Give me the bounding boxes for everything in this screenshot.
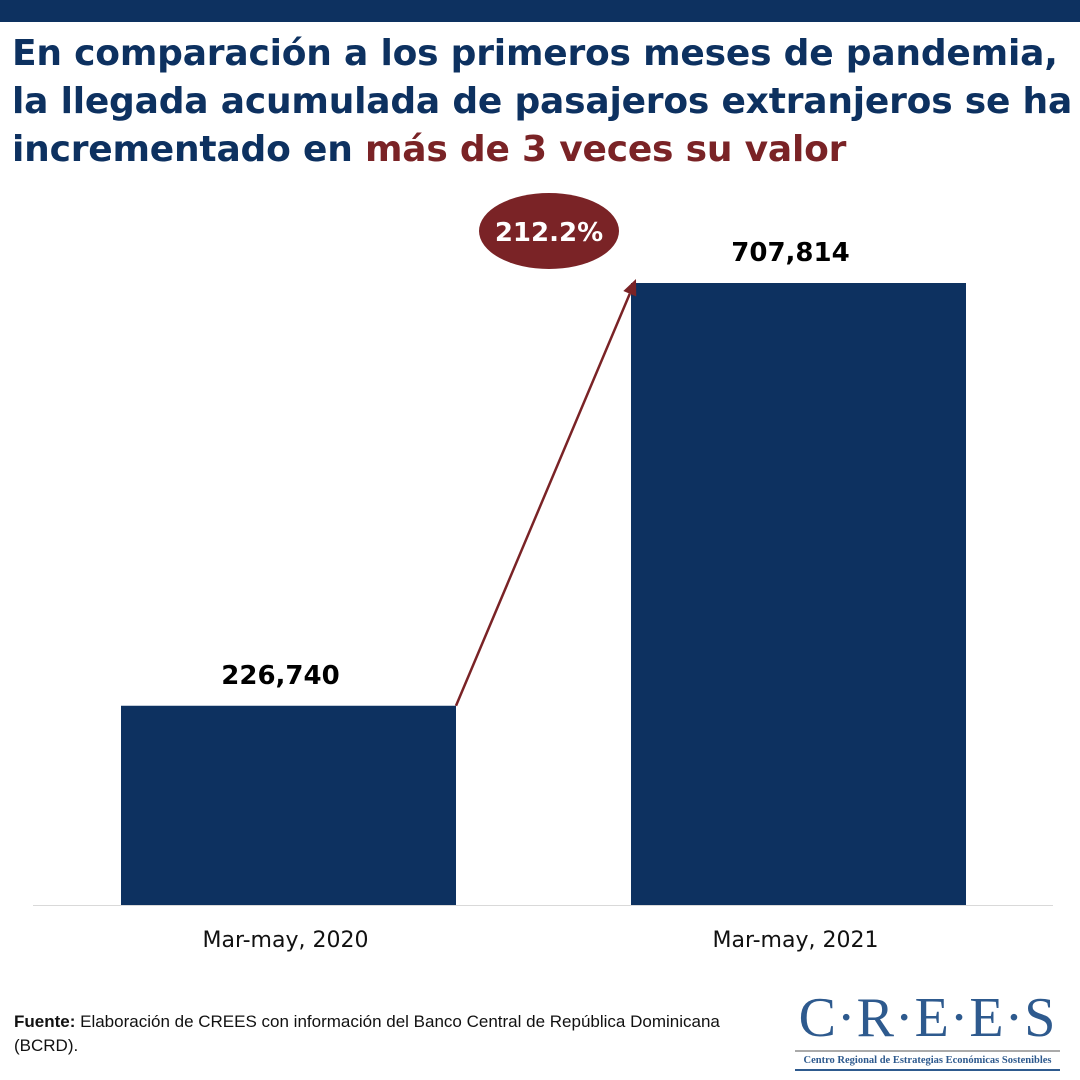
crees-logo: C·R·E·E·S Centro Regional de Estrategias… bbox=[795, 988, 1060, 1071]
logo-subtitle: Centro Regional de Estrategias Económica… bbox=[803, 1055, 1052, 1066]
category-label: Mar-may, 2021 bbox=[713, 928, 879, 953]
growth-arrow bbox=[454, 293, 631, 707]
data-label: 226,740 bbox=[221, 661, 339, 691]
logo-wordmark: C·R·E·E·S bbox=[798, 987, 1057, 1049]
arrowhead-icon bbox=[623, 279, 637, 297]
page-title: En comparación a los primeros meses de p… bbox=[12, 30, 1080, 174]
category-label: Mar-may, 2020 bbox=[203, 928, 369, 953]
source-note: Fuente: Elaboración de CREES con informa… bbox=[14, 1010, 784, 1058]
source-text: Elaboración de CREES con información del… bbox=[14, 1012, 720, 1055]
source-label: Fuente: bbox=[14, 1012, 76, 1031]
title-highlight: más de 3 veces su valor bbox=[364, 129, 847, 170]
bar-2 bbox=[631, 283, 966, 906]
top-bar bbox=[0, 0, 1080, 22]
growth-label: 212.2% bbox=[495, 218, 603, 248]
bar-1 bbox=[121, 705, 456, 905]
title-text: En comparación a los primeros meses de p… bbox=[12, 33, 1073, 170]
data-label: 707,814 bbox=[731, 238, 849, 268]
growth-badge bbox=[479, 193, 619, 269]
